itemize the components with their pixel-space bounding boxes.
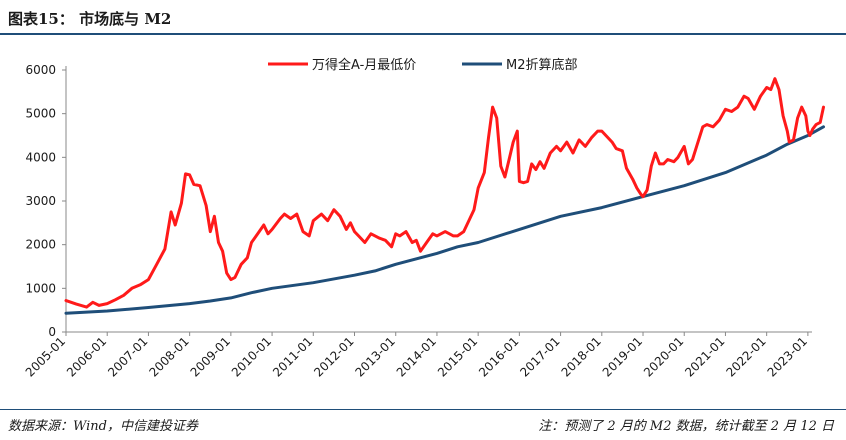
legend-label: 万得全A-月最低价 <box>312 57 416 73</box>
x-tick-label: 2012-01 <box>311 334 356 379</box>
x-tick-label: 2023-01 <box>765 334 810 379</box>
x-tick-label: 2015-01 <box>435 334 480 379</box>
x-tick-label: 2006-01 <box>64 334 109 379</box>
bottom-rule <box>0 409 846 410</box>
y-tick-label: 5000 <box>25 107 56 121</box>
x-tick-label: 2020-01 <box>641 334 686 379</box>
x-tick-label: 2017-01 <box>517 334 562 379</box>
x-tick-label: 2010-01 <box>229 334 274 379</box>
y-tick-label: 2000 <box>25 238 56 252</box>
figure-label: 图表15： <box>8 10 74 28</box>
figure-title-text: 市场底与 M2 <box>79 10 172 28</box>
footnote: 注：预测了 2 月的 M2 数据，统计截至 2 月 12 日 <box>538 419 834 434</box>
line-chart: 01000200030004000500060002005-012006-012… <box>23 57 825 380</box>
x-tick-label: 2007-01 <box>105 334 150 379</box>
x-tick-label: 2011-01 <box>270 334 315 379</box>
series-line-wind-a-monthly-low <box>64 77 825 309</box>
figure-title: 图表15： 市场底与 M2 <box>8 8 171 29</box>
x-tick-label: 2009-01 <box>188 334 233 379</box>
source-note: 数据来源：Wind，中信建投证券 <box>8 419 198 434</box>
x-tick-label: 2021-01 <box>682 334 727 379</box>
series-line-m2-bottom <box>64 125 825 315</box>
x-tick-label: 2014-01 <box>394 334 439 379</box>
y-tick-label: 4000 <box>25 150 56 164</box>
x-tick-label: 2019-01 <box>600 334 645 379</box>
y-tick-label: 6000 <box>25 63 56 77</box>
legend-label: M2折算底部 <box>506 57 578 73</box>
y-tick-label: 1000 <box>25 281 56 295</box>
y-tick-label: 0 <box>48 325 56 339</box>
x-tick-label: 2016-01 <box>476 334 521 379</box>
y-tick-label: 3000 <box>25 194 56 208</box>
x-tick-label: 2013-01 <box>352 334 397 379</box>
top-rule <box>0 33 846 35</box>
x-tick-label: 2008-01 <box>146 334 191 379</box>
x-tick-label: 2018-01 <box>559 334 604 379</box>
x-tick-label: 2022-01 <box>723 334 768 379</box>
x-tick-label: 2005-01 <box>23 334 68 379</box>
